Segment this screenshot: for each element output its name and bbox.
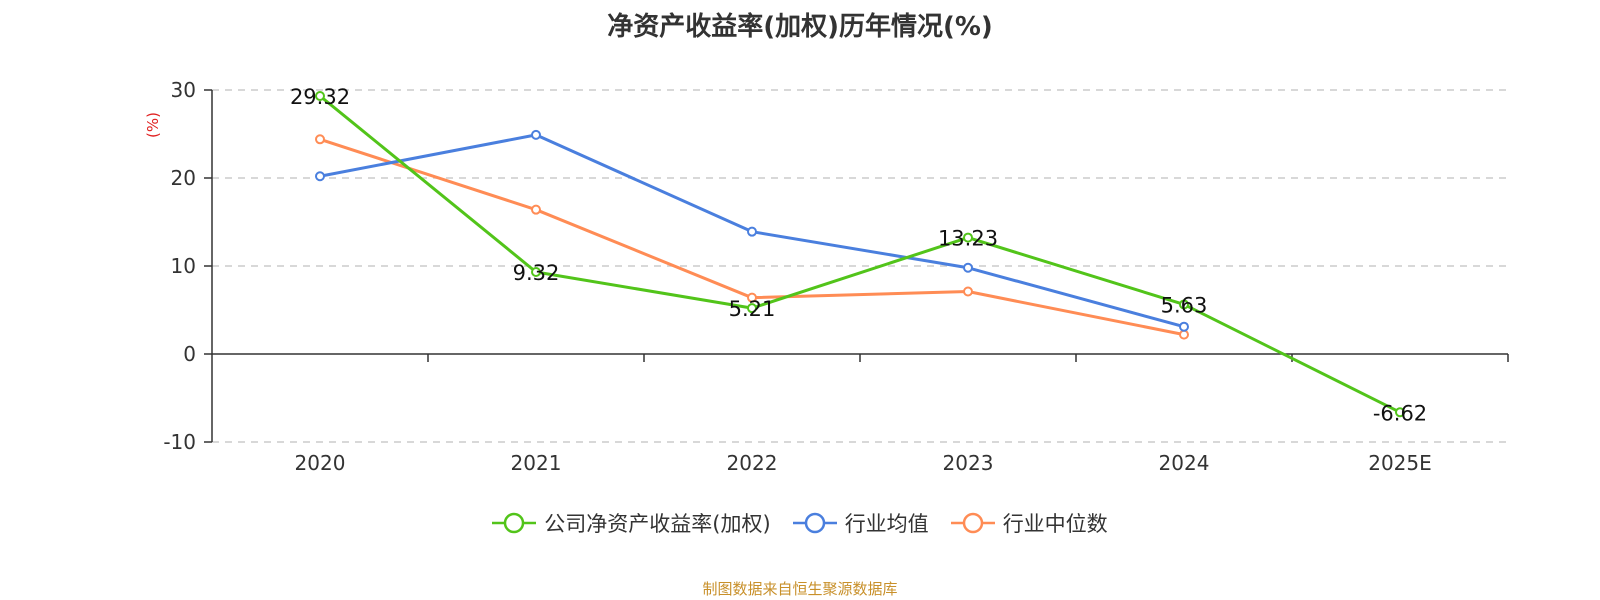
data-point — [315, 90, 325, 101]
data-point — [963, 262, 973, 273]
data-point — [747, 226, 757, 237]
x-tick-label: 2024 — [1159, 451, 1210, 475]
data-point — [315, 134, 325, 145]
x-tick-label: 2021 — [511, 451, 562, 475]
legend-item[interactable]: 公司净资产收益率(加权) — [492, 508, 771, 538]
legend-item[interactable]: 行业中位数 — [950, 508, 1108, 538]
data-point — [747, 303, 757, 314]
data-point — [1179, 299, 1189, 310]
data-point — [963, 286, 973, 297]
chart-title: 净资产收益率(加权)历年情况(%) — [607, 12, 993, 42]
legend-label: 公司净资产收益率(加权) — [544, 512, 771, 536]
chart-legend: 公司净资产收益率(加权) 行业均值 行业中位数 — [0, 508, 1600, 538]
y-tick-label: 0 — [183, 342, 196, 366]
legend-item[interactable]: 行业均值 — [792, 508, 929, 538]
legend-label: 行业中位数 — [1002, 512, 1108, 536]
data-label: 9.32 — [513, 261, 560, 285]
x-tick-label: 2023 — [943, 451, 994, 475]
x-tick-label: 2020 — [295, 451, 346, 475]
data-labels: 29.32 9.32 5.21 13.23 5.63 -6.62 — [290, 85, 1427, 425]
data-label: -6.62 — [1373, 401, 1427, 425]
grid-lines — [212, 89, 1508, 443]
legend-line-circle-icon — [492, 512, 537, 534]
data-point — [531, 204, 541, 215]
data-label: 29.32 — [290, 85, 350, 109]
legend-line-circle-icon — [792, 512, 837, 534]
data-point — [315, 171, 325, 182]
y-tick-label: 20 — [171, 166, 196, 190]
data-point — [1179, 321, 1189, 332]
data-point — [1179, 329, 1189, 340]
y-axis-unit-label: (%) — [144, 112, 162, 138]
series-lines — [315, 90, 1405, 418]
x-tick-label: 2022 — [727, 451, 778, 475]
series-line — [319, 94, 1401, 414]
x-tick-label: 2025E — [1368, 451, 1432, 475]
data-label: 5.21 — [729, 297, 776, 321]
data-point — [747, 292, 757, 303]
axes: -10 0 10 20 30 2020 2021 2022 2023 2024 2025E — [163, 78, 1509, 475]
data-point — [1395, 407, 1405, 418]
legend-line-circle-icon — [950, 512, 995, 534]
data-point — [963, 232, 973, 243]
data-label: 5.63 — [1161, 293, 1208, 317]
y-tick-label: -10 — [163, 430, 196, 454]
y-tick-label: 10 — [171, 254, 196, 278]
data-label: 13.23 — [938, 227, 998, 251]
source-note: 制图数据来自恒生聚源数据库 — [702, 580, 898, 598]
legend-label: 行业均值 — [844, 512, 929, 536]
y-tick-label: 30 — [171, 78, 196, 102]
data-point — [531, 266, 541, 277]
data-point — [531, 129, 541, 140]
